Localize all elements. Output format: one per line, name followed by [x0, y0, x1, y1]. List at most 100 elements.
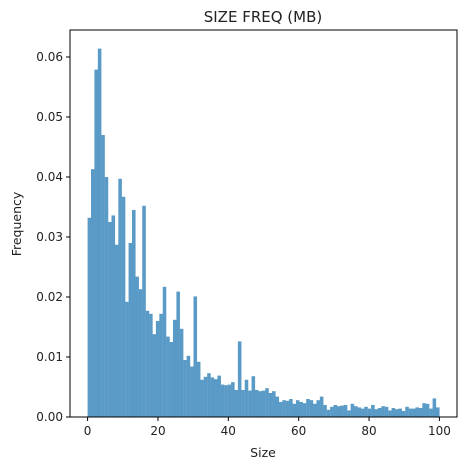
histogram-bar — [149, 313, 153, 417]
y-axis: 0.00 0.01 0.02 0.03 0.04 0.05 0.06 — [36, 50, 70, 424]
histogram-bar — [381, 406, 385, 417]
histogram-bar — [278, 402, 283, 417]
histogram-bar — [367, 408, 372, 417]
histogram-bar — [333, 405, 338, 417]
histogram-bar — [374, 409, 379, 417]
histogram-bar — [275, 396, 280, 417]
histogram-bar — [323, 405, 327, 417]
histogram-bar — [101, 135, 105, 417]
histogram-bar — [405, 406, 409, 417]
histogram-bar — [377, 408, 382, 417]
histogram-bar — [237, 341, 242, 417]
histogram-bar — [224, 385, 228, 417]
histogram-bar — [412, 408, 416, 417]
histogram-bar — [401, 411, 406, 417]
histogram-bar — [87, 217, 92, 417]
histogram-bar — [125, 301, 129, 417]
x-tick-label: 0 — [84, 424, 92, 438]
histogram-bar — [391, 408, 396, 417]
histogram-bar — [261, 390, 266, 417]
histogram-bar — [435, 407, 440, 417]
histogram-bar — [231, 382, 235, 417]
histogram-bar — [91, 169, 95, 417]
histogram-bar — [159, 313, 163, 417]
histogram-bar — [429, 408, 433, 417]
histogram-bar — [340, 405, 344, 417]
histogram-bar — [108, 222, 112, 417]
histogram-bar — [292, 403, 297, 417]
x-axis-label: Size — [250, 445, 276, 460]
histogram-bar — [422, 403, 426, 417]
histogram-bar — [302, 403, 307, 417]
histogram-bar — [432, 398, 437, 417]
histogram-bar — [97, 48, 102, 417]
histogram-bar — [295, 400, 300, 417]
histogram-bar — [244, 379, 249, 417]
histogram-bar — [408, 408, 413, 417]
histogram-bar — [272, 391, 276, 417]
histogram-bar — [343, 405, 348, 417]
histogram-bar — [121, 196, 126, 417]
histogram-bar — [179, 328, 184, 417]
histogram-bar — [169, 342, 174, 417]
histogram-bar — [251, 376, 256, 417]
histogram-bar — [183, 360, 187, 417]
histogram-bar — [138, 289, 143, 417]
histogram-bar — [94, 69, 98, 417]
histogram-bar — [309, 400, 314, 417]
histogram-bar — [258, 391, 262, 417]
histogram-bar — [330, 406, 334, 417]
histogram-bar — [248, 390, 252, 417]
histogram-bar — [306, 399, 310, 417]
x-tick-label: 40 — [221, 424, 236, 438]
histogram-bar — [128, 243, 133, 417]
histogram-bar — [220, 384, 225, 417]
histogram-bar — [350, 403, 355, 417]
histogram-bar — [357, 407, 361, 417]
histogram-bar — [415, 407, 420, 417]
histogram-bar — [268, 393, 273, 417]
histogram-bar — [336, 406, 341, 417]
x-tick-label: 60 — [291, 424, 306, 438]
y-tick-label: 0.02 — [36, 290, 63, 304]
histogram-bar — [395, 409, 399, 417]
histogram-bar — [319, 396, 324, 417]
histogram-bar — [316, 400, 321, 417]
histogram-bar — [203, 376, 208, 417]
histogram-bar — [200, 379, 204, 417]
histogram-bar — [104, 177, 109, 417]
bars-group — [87, 48, 440, 417]
histogram-bar — [172, 319, 177, 417]
y-tick-label: 0.00 — [36, 410, 63, 424]
x-axis: 0 20 40 60 80 100 — [84, 417, 451, 438]
histogram-bar — [166, 336, 170, 417]
histogram-bar — [360, 408, 365, 417]
x-tick-label: 100 — [428, 424, 451, 438]
histogram-bar — [213, 379, 218, 417]
histogram-bar — [289, 399, 293, 417]
histogram-bar — [142, 205, 146, 417]
histogram-bar — [111, 215, 116, 417]
histogram-bar — [196, 361, 201, 417]
x-tick-label: 80 — [361, 424, 376, 438]
histogram-bar — [152, 334, 157, 417]
histogram-bar — [186, 355, 191, 417]
histogram-bar — [313, 403, 317, 417]
histogram-bar — [227, 384, 232, 417]
histogram-bar — [131, 210, 136, 417]
histogram-bar — [241, 390, 245, 417]
y-axis-label: Frequency — [9, 191, 24, 256]
histogram-bar — [190, 366, 194, 417]
histogram-bar — [254, 390, 259, 417]
histogram-bar — [176, 291, 180, 417]
histogram-bar — [418, 408, 423, 417]
histogram-bar — [207, 373, 211, 417]
histogram-bar — [285, 400, 290, 417]
histogram-bar — [371, 405, 375, 417]
histogram-bar — [384, 406, 389, 417]
histogram-bar — [217, 375, 221, 417]
y-tick-label: 0.03 — [36, 230, 63, 244]
histogram-bar — [145, 310, 150, 417]
histogram-bar — [388, 410, 392, 417]
